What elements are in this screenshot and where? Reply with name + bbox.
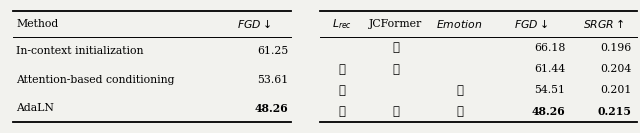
Text: 48.26: 48.26 [254,103,288,114]
Text: 48.26: 48.26 [531,106,565,117]
Text: ✓: ✓ [392,105,399,118]
Text: JCFormer: JCFormer [369,19,422,29]
Text: ✓: ✓ [392,41,399,54]
Text: $FGD\downarrow$: $FGD\downarrow$ [237,18,271,30]
Text: 54.51: 54.51 [534,85,565,95]
Text: ✓: ✓ [456,84,463,97]
Text: $Emotion$: $Emotion$ [436,18,483,30]
Text: 66.18: 66.18 [534,43,565,53]
Text: 0.215: 0.215 [598,106,632,117]
Text: $FGD\downarrow$: $FGD\downarrow$ [514,18,548,30]
Text: 53.61: 53.61 [257,75,288,85]
Text: 61.44: 61.44 [534,64,565,74]
Text: 0.196: 0.196 [600,43,632,53]
Text: Method: Method [16,19,58,29]
Text: $SRGR\uparrow$: $SRGR\uparrow$ [583,17,624,30]
Text: AdaLN: AdaLN [16,103,54,113]
Text: ✓: ✓ [339,84,346,97]
Text: Attention-based conditioning: Attention-based conditioning [16,75,175,85]
Text: $L_{rec}$: $L_{rec}$ [332,17,352,31]
Text: ✓: ✓ [339,105,346,118]
Text: ✓: ✓ [456,105,463,118]
Text: In-context initialization: In-context initialization [16,46,143,56]
Text: 0.204: 0.204 [600,64,632,74]
Text: ✓: ✓ [392,63,399,76]
Text: ✓: ✓ [339,63,346,76]
Text: 61.25: 61.25 [257,46,288,56]
Text: 0.201: 0.201 [600,85,632,95]
